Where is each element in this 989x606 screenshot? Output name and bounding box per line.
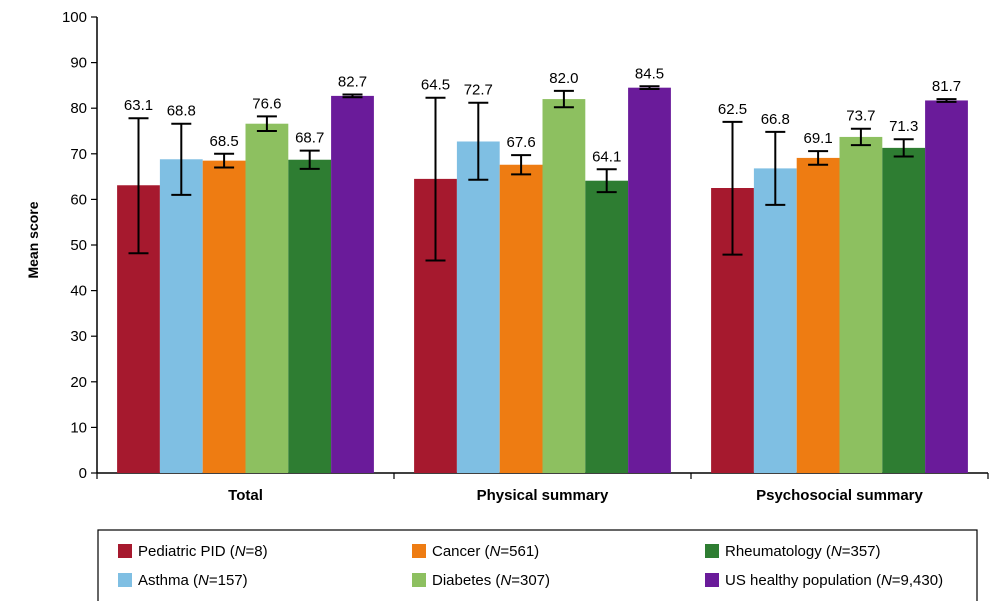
- y-tick-label: 50: [70, 237, 87, 254]
- legend-label: Asthma (N=157): [138, 572, 248, 589]
- legend-swatch: [412, 573, 426, 587]
- bar: [331, 95, 374, 473]
- bar: [202, 160, 246, 473]
- y-tick-label: 90: [70, 55, 87, 72]
- data-label: 62.5: [718, 101, 747, 118]
- legend-swatch: [118, 544, 132, 558]
- data-label: 68.7: [295, 130, 324, 147]
- data-label: 72.7: [464, 82, 493, 99]
- y-tick-label: 100: [62, 9, 87, 26]
- bar: [796, 157, 840, 474]
- x-category-label: Psychosocial summary: [756, 487, 923, 504]
- data-label: 68.8: [167, 103, 196, 120]
- bar: [288, 159, 332, 473]
- legend-label: Rheumatology (N=357): [725, 543, 881, 560]
- legend-swatch: [412, 544, 426, 558]
- data-label: 84.5: [635, 65, 664, 82]
- y-tick-label: 20: [70, 374, 87, 391]
- x-category-label: Physical summary: [477, 487, 609, 504]
- legend-label: Diabetes (N=307): [432, 572, 550, 589]
- legend-label: US healthy population (N=9,430): [725, 572, 943, 589]
- y-axis-title: Mean score: [25, 201, 41, 278]
- bar: [245, 123, 289, 473]
- y-tick-label: 80: [70, 100, 87, 117]
- legend-label: Pediatric PID (N=8): [138, 543, 268, 560]
- bar: [585, 180, 629, 474]
- data-label: 67.6: [506, 134, 535, 151]
- data-label: 76.6: [252, 95, 281, 112]
- y-tick-label: 10: [70, 419, 87, 436]
- bar: [628, 87, 671, 474]
- data-label: 82.0: [549, 70, 578, 87]
- bar: [542, 99, 586, 473]
- data-label: 81.7: [932, 78, 961, 95]
- bar: [925, 100, 968, 473]
- y-tick-label: 30: [70, 328, 87, 345]
- legend-swatch: [705, 544, 719, 558]
- data-label: 71.3: [889, 118, 918, 135]
- legend-swatch: [118, 573, 132, 587]
- bar: [499, 164, 543, 473]
- data-label: 63.1: [124, 97, 153, 114]
- data-label: 64.1: [592, 148, 621, 165]
- legend-label: Cancer (N=561): [432, 543, 539, 560]
- x-category-label: Total: [228, 487, 263, 504]
- bar: [882, 147, 926, 473]
- legend-swatch: [705, 573, 719, 587]
- data-label: 68.5: [209, 133, 238, 150]
- bar: [753, 168, 797, 473]
- bar: [839, 136, 883, 474]
- data-label: 66.8: [761, 111, 790, 128]
- legend-box: [97, 529, 978, 606]
- data-label: 64.5: [421, 77, 450, 94]
- data-label: 69.1: [803, 130, 832, 147]
- bar: [456, 141, 500, 473]
- y-tick-label: 40: [70, 283, 87, 300]
- y-tick-label: 0: [79, 465, 87, 482]
- y-tick-label: 70: [70, 146, 87, 163]
- data-label: 73.7: [846, 108, 875, 125]
- bar: [159, 159, 203, 473]
- data-label: 82.7: [338, 74, 367, 91]
- y-tick-label: 60: [70, 191, 87, 208]
